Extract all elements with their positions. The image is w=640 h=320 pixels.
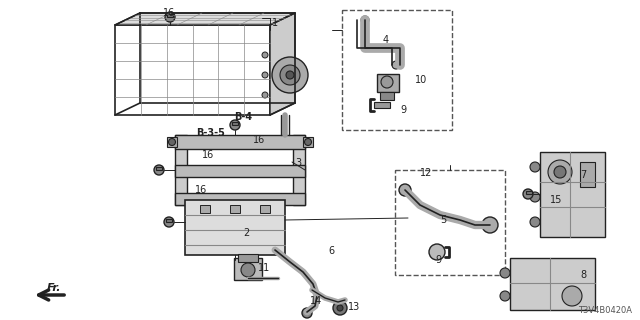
Polygon shape [270,13,295,115]
Bar [395,170,505,275]
Text: 9: 9 [435,255,441,265]
Bar [380,92,394,100]
Text: Fr.: Fr. [47,283,61,293]
Text: B-3-5: B-3-5 [196,128,225,138]
Bar [293,135,305,205]
Text: 2: 2 [243,228,249,238]
Circle shape [523,189,533,199]
Bar [377,74,399,92]
Bar [232,122,238,125]
Circle shape [562,286,582,306]
Circle shape [530,192,540,202]
Circle shape [154,165,164,175]
Bar [115,25,270,115]
Circle shape [482,217,498,233]
Circle shape [530,217,540,227]
Bar [540,152,605,237]
Text: 16: 16 [202,150,214,160]
Bar [510,258,595,310]
Text: 16: 16 [195,185,207,195]
Circle shape [286,71,294,79]
Text: 15: 15 [550,195,563,205]
Text: 16: 16 [253,135,265,145]
Circle shape [548,160,572,184]
Bar [175,135,305,149]
Bar [526,191,532,194]
Circle shape [241,263,255,277]
Text: 4: 4 [383,35,389,45]
Circle shape [168,139,175,146]
Bar [580,162,595,187]
Circle shape [280,65,300,85]
Circle shape [361,16,369,24]
Bar [175,165,305,177]
Text: T3V4B0420A: T3V4B0420A [578,306,632,315]
Bar [166,219,172,222]
Bar [303,137,313,147]
Text: 13: 13 [348,302,360,312]
Bar [234,258,262,280]
Bar [200,205,210,213]
Bar [260,205,270,213]
Circle shape [305,139,312,146]
Text: 8: 8 [580,270,586,280]
Circle shape [429,244,445,260]
Text: 5: 5 [440,215,446,225]
Circle shape [262,72,268,78]
Circle shape [399,184,411,196]
Circle shape [500,268,510,278]
Circle shape [165,12,175,22]
Text: 6: 6 [328,246,334,256]
Circle shape [333,301,347,315]
Bar [175,135,187,205]
Bar [238,254,258,262]
Bar [167,137,177,147]
Bar [156,167,162,170]
Circle shape [381,76,393,88]
Bar [167,14,173,17]
Text: 1: 1 [272,18,278,28]
Bar [230,205,240,213]
Circle shape [272,57,308,93]
Circle shape [530,162,540,172]
Text: 7: 7 [580,170,586,180]
Circle shape [302,308,312,318]
Text: 9: 9 [400,105,406,115]
Text: 14: 14 [310,296,323,306]
Circle shape [262,52,268,58]
Text: 12: 12 [420,168,433,178]
Text: 11: 11 [258,263,270,273]
Text: 16: 16 [163,8,175,18]
Polygon shape [115,13,295,25]
Circle shape [230,120,240,130]
Bar [185,200,285,255]
Text: 3: 3 [295,158,301,168]
Circle shape [500,291,510,301]
Bar [374,102,390,108]
Circle shape [164,217,174,227]
Bar [175,193,305,205]
Bar [342,10,452,130]
Circle shape [554,166,566,178]
Text: 10: 10 [415,75,428,85]
Text: B-4: B-4 [234,112,252,122]
Circle shape [337,305,343,311]
Circle shape [392,61,400,69]
Circle shape [262,92,268,98]
